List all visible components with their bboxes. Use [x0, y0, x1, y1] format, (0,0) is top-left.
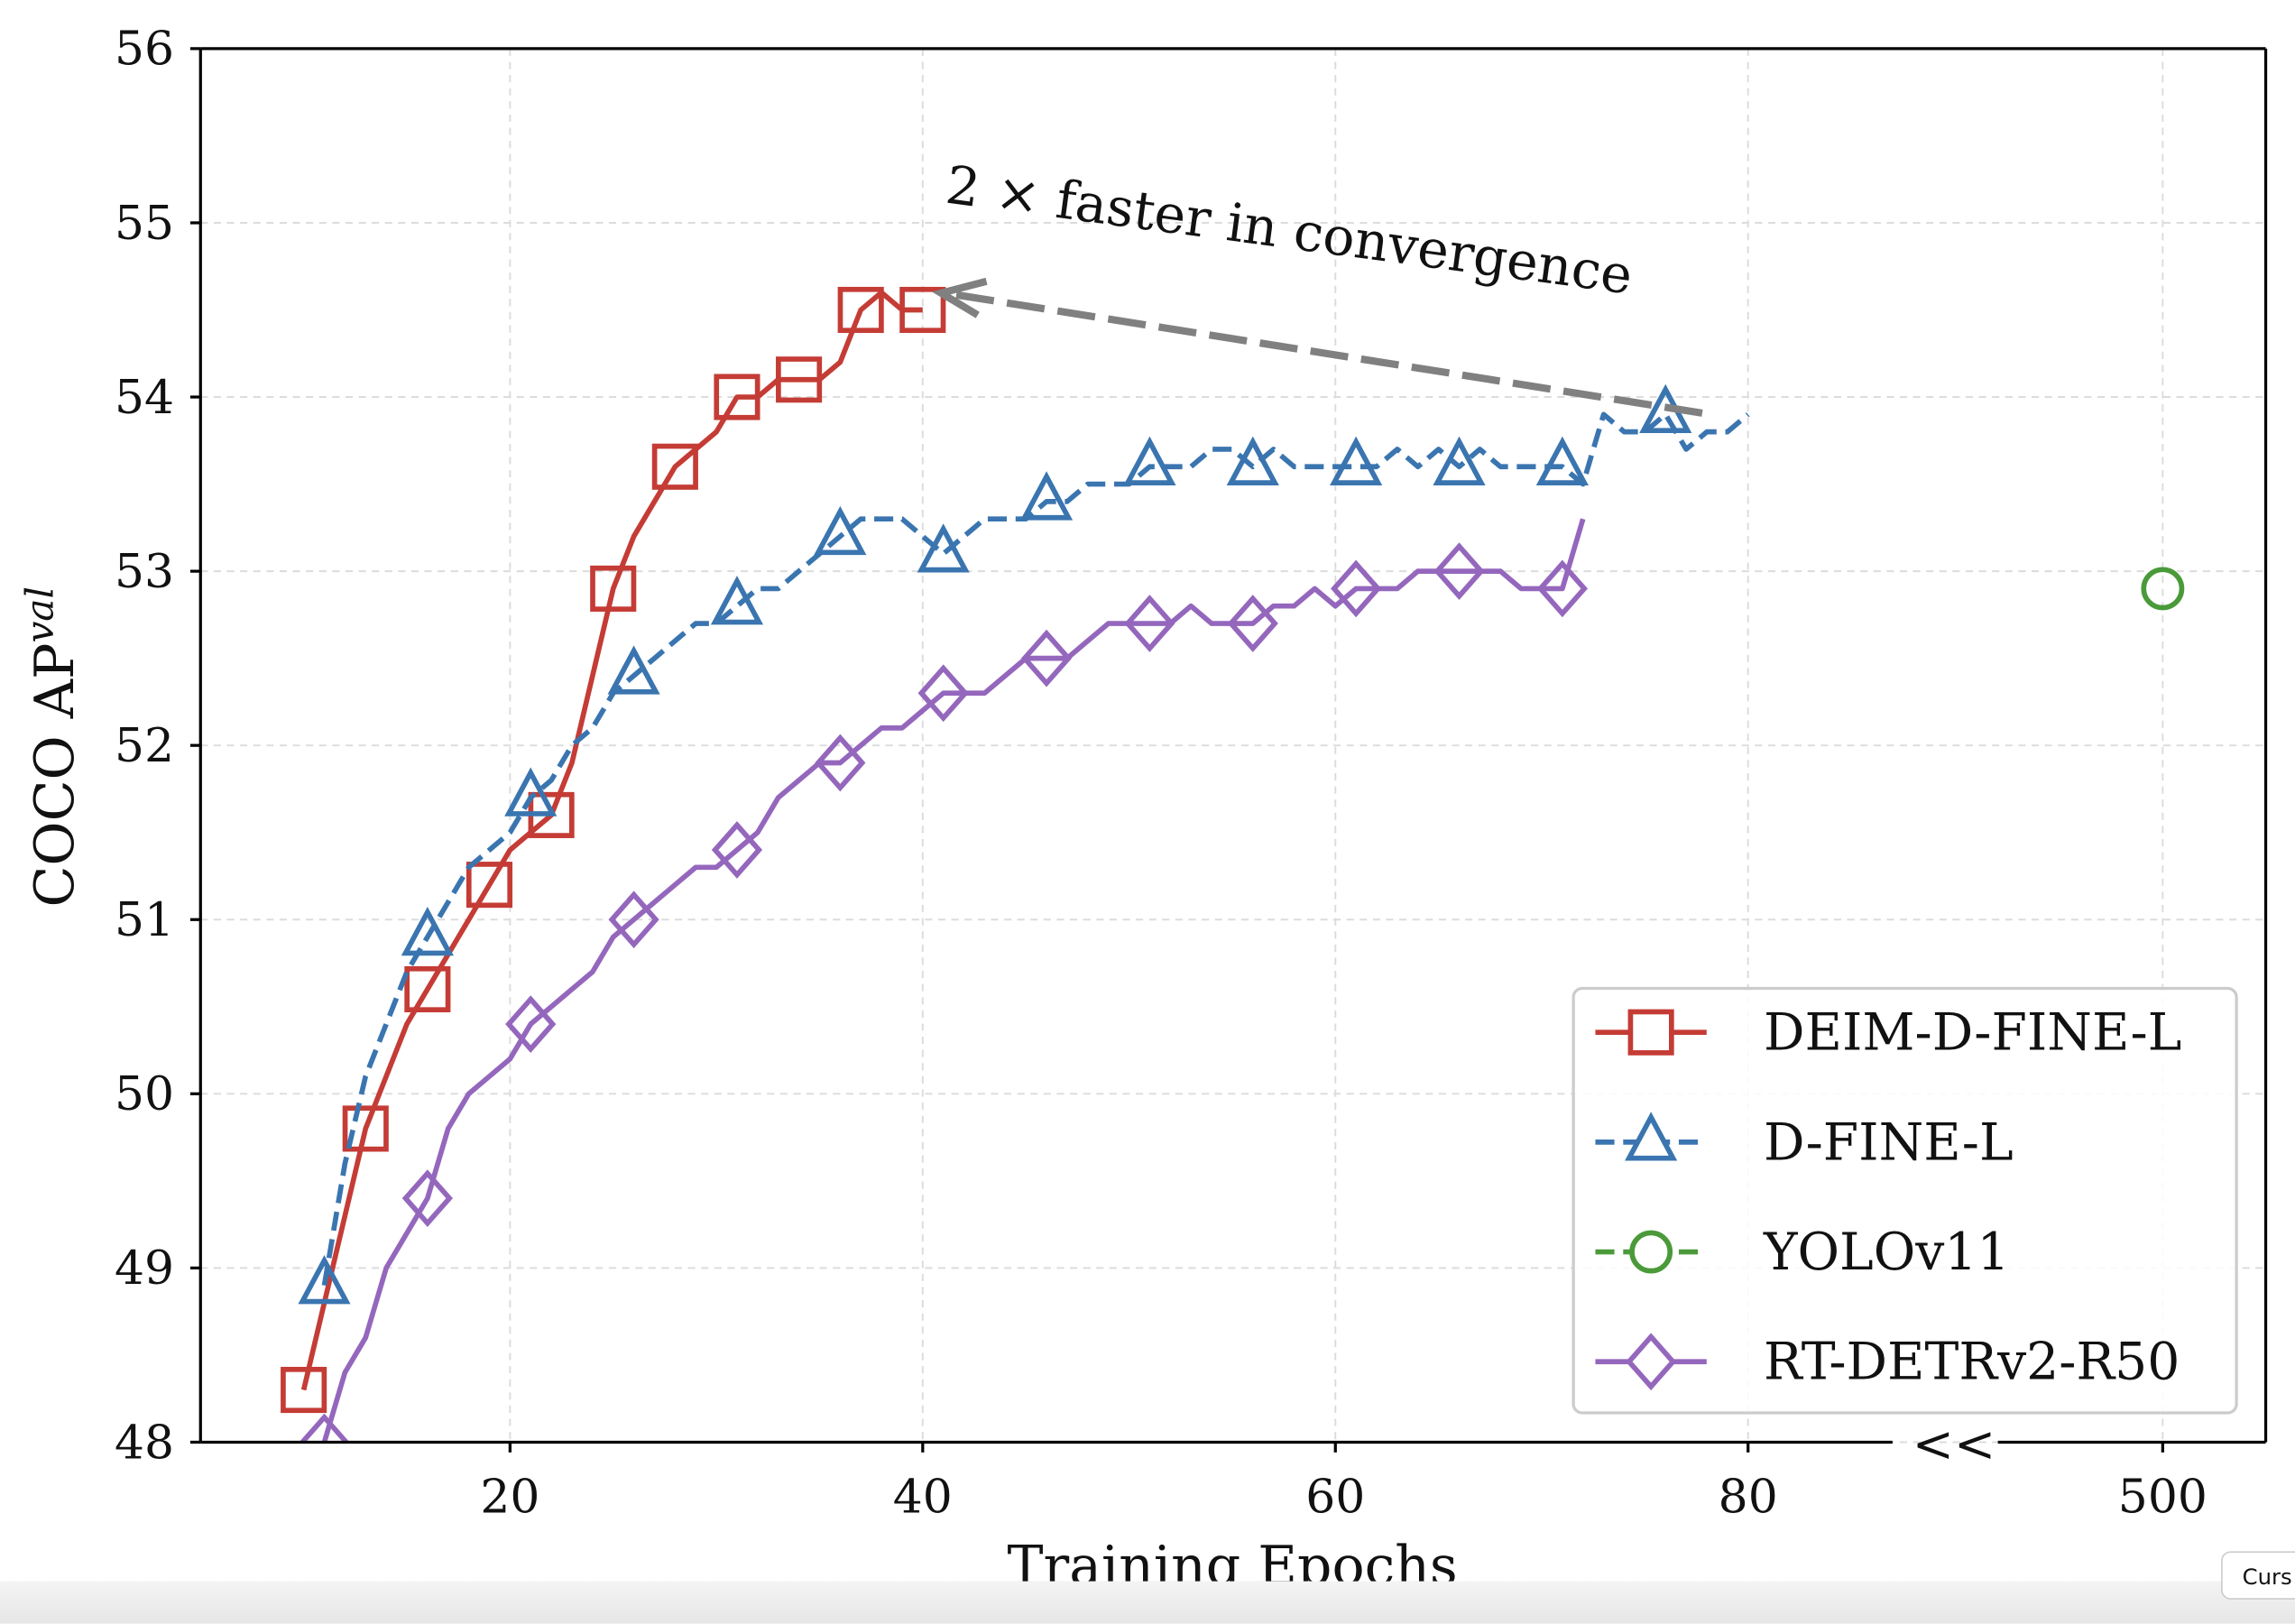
legend-label: D-FINE-L	[1764, 1112, 2014, 1172]
marker	[1227, 595, 1278, 652]
marker	[1536, 559, 1588, 618]
axis-break: <<	[1912, 1416, 1995, 1474]
legend-label: RT-DETRv2-R50	[1764, 1333, 2180, 1392]
series-line	[300, 290, 923, 1391]
marker	[776, 356, 823, 403]
marker	[1331, 559, 1382, 618]
marker	[1625, 1333, 1677, 1391]
marker	[465, 862, 513, 909]
marker	[404, 965, 451, 1013]
annotation-text: 2 × faster in convergence	[943, 154, 1636, 307]
marker	[298, 1255, 351, 1305]
marker	[815, 734, 866, 792]
marker	[714, 374, 760, 420]
marker	[281, 1366, 327, 1414]
marker	[1535, 436, 1589, 485]
y-tick-label: 51	[115, 893, 174, 947]
marker	[1433, 436, 1486, 485]
legend-frame	[1571, 986, 2238, 1415]
marker	[1625, 1112, 1678, 1161]
y-tick-label: 56	[115, 23, 174, 77]
y-tick-label: 48	[115, 1416, 174, 1470]
marker	[607, 645, 660, 695]
marker	[401, 906, 454, 956]
marker	[917, 664, 969, 723]
marker	[401, 1169, 453, 1228]
axes: << 48 49 50 51 52 53 54 55 56 20 40 60 80 500	[115, 23, 2268, 1524]
y-tick-label: 54	[115, 371, 174, 425]
marker	[917, 523, 970, 573]
legend-label: DEIM-D-FINE-L	[1764, 1003, 2181, 1063]
marker	[814, 505, 867, 556]
y-axis-label-main: COCO AP	[23, 643, 87, 908]
y-axis-label-sup: val	[17, 586, 61, 642]
marker	[837, 286, 884, 334]
marker	[899, 286, 946, 334]
marker	[1433, 542, 1485, 600]
x-tick-label: 500	[2118, 1470, 2207, 1524]
marker	[651, 443, 698, 490]
marker	[1629, 1230, 1673, 1274]
series-line	[321, 411, 1750, 1287]
marker	[711, 821, 763, 879]
legend-label: YOLOv11	[1763, 1223, 2010, 1282]
marker	[1330, 436, 1383, 485]
marker	[1020, 629, 1073, 687]
marker	[1019, 471, 1074, 521]
legend: DEIM-D-FINE-L D-FINE-L YOLOv11 RT-DETRv2-R5…	[1571, 986, 2238, 1415]
tooltip	[2221, 1551, 2295, 1600]
marker	[342, 1105, 389, 1152]
marker	[299, 1413, 350, 1443]
y-tick-label: 52	[115, 719, 174, 773]
marker	[608, 890, 659, 949]
y-tick-label: 55	[115, 197, 174, 251]
x-tick-label: 60	[1305, 1470, 1365, 1524]
tooltip-text: Curs	[2243, 1564, 2292, 1590]
arrow-head	[931, 277, 988, 318]
marker	[1123, 436, 1176, 485]
marker	[590, 565, 637, 612]
annotation-arrow	[954, 291, 1703, 417]
marker	[504, 767, 558, 817]
x-tick-label: 40	[893, 1470, 953, 1524]
series-line	[321, 518, 1586, 1443]
x-tick-label: 80	[1719, 1470, 1778, 1524]
y-tick-label: 49	[115, 1241, 174, 1296]
bottom-bar	[0, 1581, 2295, 1624]
marker	[1226, 436, 1279, 485]
marker	[2141, 567, 2185, 611]
y-axis-label: COCO APval	[17, 586, 87, 908]
marker	[505, 995, 557, 1053]
marker	[1627, 1009, 1674, 1056]
x-tick-label: 20	[480, 1470, 539, 1524]
plot-area	[281, 286, 2185, 1443]
marker	[1124, 595, 1175, 652]
y-tick-label: 53	[115, 545, 174, 599]
annotation: 2 × faster in convergence	[931, 154, 1703, 417]
y-tick-label: 50	[115, 1067, 174, 1121]
marker	[710, 576, 764, 625]
